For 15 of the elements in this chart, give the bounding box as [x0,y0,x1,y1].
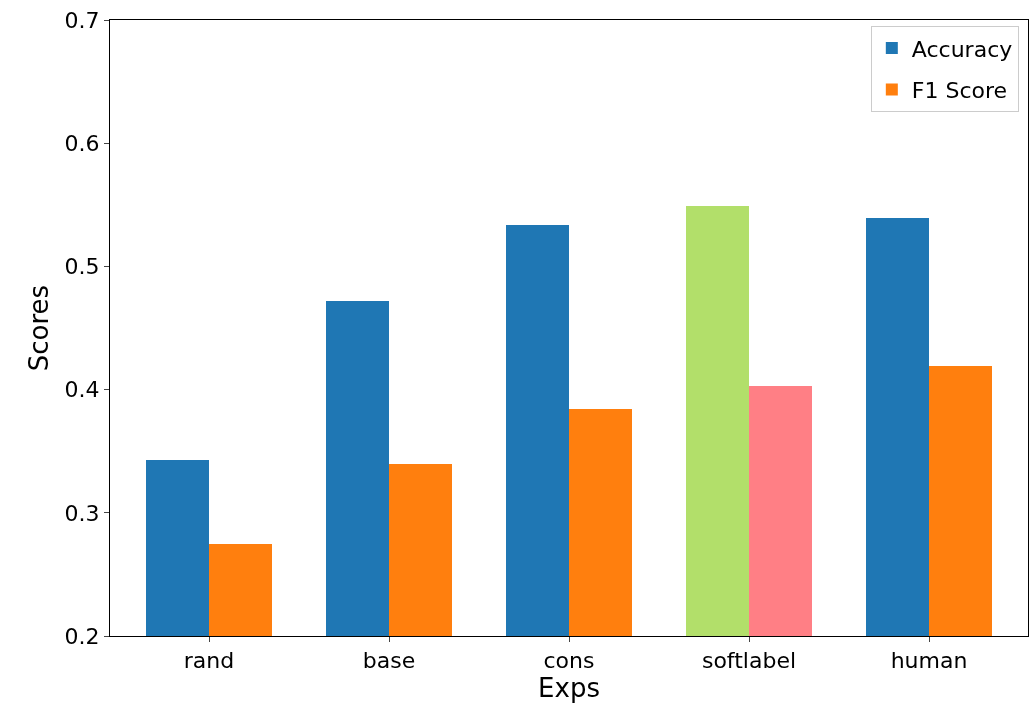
y-tick-label: 0.3 [64,500,100,526]
y-tick-label: 0.5 [64,254,100,280]
legend-label: Accuracy [911,36,1013,62]
x-tick-label: softlabel [701,648,797,674]
y-tick-label: 0.6 [64,130,100,156]
legend-label: F1 Score [911,78,1008,104]
x-tick-label: rand [183,648,235,674]
y-tick-label: 0.7 [64,7,100,33]
x-tick-label: base [362,648,416,674]
x-tick-label: human [890,648,968,674]
y-tick-label: 0.4 [64,377,100,403]
y-axis-title: Scores [24,284,54,372]
y-tick-label: 0.2 [64,623,100,649]
x-tick-label: cons [543,648,595,674]
x-axis-title: Exps [538,673,600,704]
